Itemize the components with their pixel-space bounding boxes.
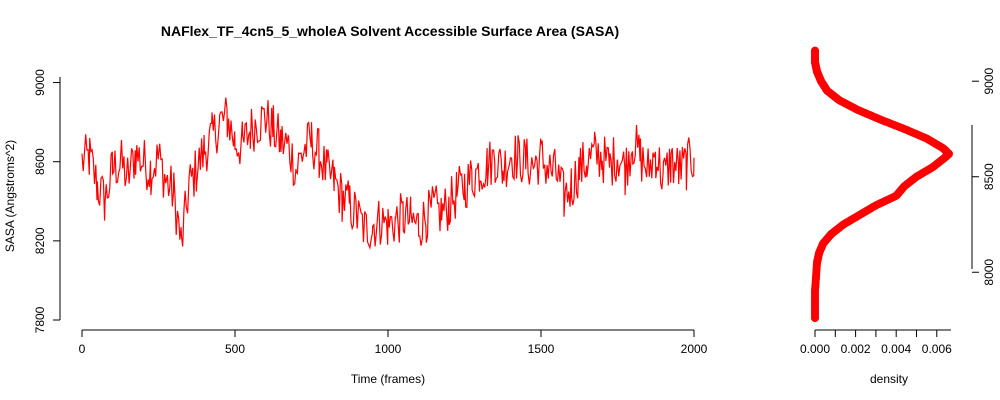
density-y-tick-label: 8000 bbox=[982, 259, 996, 286]
density-y-tick-label: 8500 bbox=[982, 163, 996, 190]
y-axis-label: SASA (Angstroms^2) bbox=[3, 140, 17, 252]
density-x-tick-label: 0.004 bbox=[881, 342, 911, 356]
x-tick-label: 2000 bbox=[681, 342, 708, 356]
x-axis-label: Time (frames) bbox=[351, 372, 425, 386]
density-series-points bbox=[811, 46, 953, 323]
density-axes bbox=[815, 125, 973, 331]
chart-title: NAFlex_TF_4cn5_5_wholeA Solvent Accessib… bbox=[161, 23, 619, 39]
time-x-ticks: 0 500 1000 1500 2000 bbox=[79, 330, 708, 356]
density-x-ticks: 0.000 0.002 0.004 0.006 bbox=[800, 330, 952, 356]
density-y-ticks: 8000 8500 9000 bbox=[972, 68, 996, 286]
x-tick-label: 1000 bbox=[375, 342, 402, 356]
y-tick-label: 7800 bbox=[33, 306, 47, 333]
x-tick-label: 500 bbox=[225, 342, 245, 356]
y-tick-label: 8200 bbox=[33, 227, 47, 254]
density-x-tick-label: 0.006 bbox=[922, 342, 952, 356]
density-y-tick-label: 9000 bbox=[982, 68, 996, 95]
sasa-series-line bbox=[81, 97, 695, 251]
density-axis-label: density bbox=[870, 372, 908, 386]
density-x-tick-label: 0.000 bbox=[800, 342, 830, 356]
density-x-tick-label: 0.002 bbox=[841, 342, 871, 356]
time-y-ticks: 7800 8200 8600 9000 bbox=[33, 69, 60, 333]
x-tick-label: 1500 bbox=[528, 342, 555, 356]
density-point bbox=[811, 46, 819, 55]
y-tick-label: 8600 bbox=[33, 148, 47, 175]
x-tick-label: 0 bbox=[79, 342, 86, 356]
time-series-axes bbox=[59, 77, 694, 331]
y-tick-label: 9000 bbox=[33, 69, 47, 96]
